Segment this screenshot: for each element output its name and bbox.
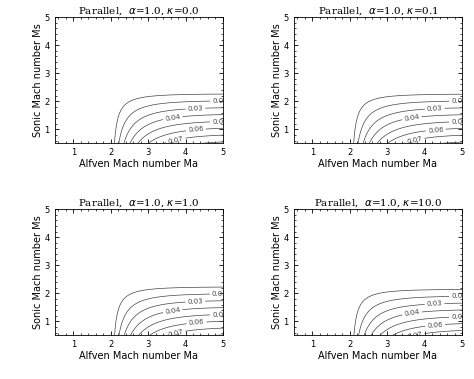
Text: 0.07: 0.07 [167,135,184,145]
Text: 0.04: 0.04 [404,309,420,317]
Title: Parallel,  $\alpha$=1.0, $\kappa$=0.1: Parallel, $\alpha$=1.0, $\kappa$=0.1 [318,5,438,17]
Y-axis label: Sonic Mach number Ms: Sonic Mach number Ms [33,23,43,137]
Text: 0.04: 0.04 [164,307,181,315]
Text: 0.06: 0.06 [428,126,444,133]
Text: 0.03: 0.03 [187,298,203,305]
Text: 0.04: 0.04 [164,114,181,122]
X-axis label: Alfven Mach number Ma: Alfven Mach number Ma [79,159,198,169]
Text: 0.02: 0.02 [212,291,228,297]
Text: 0.03: 0.03 [427,105,443,112]
Text: 0.05: 0.05 [451,314,467,320]
Text: 0.07: 0.07 [406,135,423,145]
Title: Parallel,  $\alpha$=1.0, $\kappa$=1.0: Parallel, $\alpha$=1.0, $\kappa$=1.0 [78,197,200,209]
Text: 0.02: 0.02 [451,98,467,104]
Text: 0.02: 0.02 [451,293,467,299]
Y-axis label: Sonic Mach number Ms: Sonic Mach number Ms [33,215,43,329]
Text: 0.02: 0.02 [212,98,228,104]
Title: Parallel,  $\alpha$=1.0, $\kappa$=0.0: Parallel, $\alpha$=1.0, $\kappa$=0.0 [78,5,200,17]
Text: 0.07: 0.07 [167,328,184,338]
X-axis label: Alfven Mach number Ma: Alfven Mach number Ma [319,159,438,169]
Title: Parallel,  $\alpha$=1.0, $\kappa$=10.0: Parallel, $\alpha$=1.0, $\kappa$=10.0 [314,197,442,209]
Text: 0.04: 0.04 [404,114,420,122]
Text: 0.05: 0.05 [451,118,467,125]
Text: 0.07: 0.07 [406,331,423,340]
Y-axis label: Sonic Mach number Ms: Sonic Mach number Ms [272,23,282,137]
Text: 0.06: 0.06 [188,126,204,133]
Text: 0.03: 0.03 [427,301,443,307]
Y-axis label: Sonic Mach number Ms: Sonic Mach number Ms [272,215,282,329]
Text: 0.05: 0.05 [212,118,228,125]
Text: 0.06: 0.06 [189,319,205,326]
X-axis label: Alfven Mach number Ma: Alfven Mach number Ma [79,351,198,361]
Text: 0.05: 0.05 [212,311,228,318]
X-axis label: Alfven Mach number Ma: Alfven Mach number Ma [319,351,438,361]
Text: 0.03: 0.03 [187,105,203,112]
Text: 0.06: 0.06 [427,321,443,329]
